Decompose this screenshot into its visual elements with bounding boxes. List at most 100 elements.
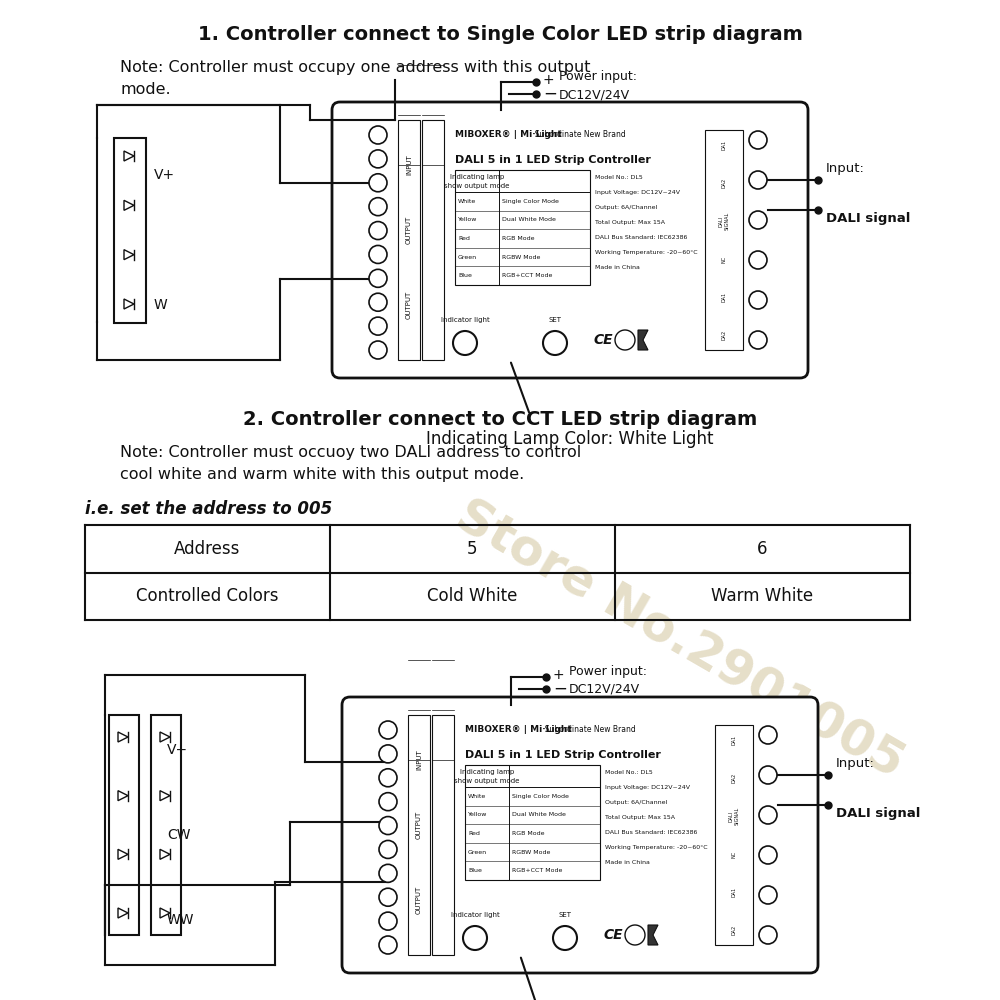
Text: Model No.: DL5: Model No.: DL5: [595, 175, 643, 180]
Text: DALI 5 in 1 LED Strip Controller: DALI 5 in 1 LED Strip Controller: [465, 750, 661, 760]
Text: Indicating lamp: Indicating lamp: [460, 769, 514, 775]
Text: Single Color Mode: Single Color Mode: [502, 199, 559, 204]
Text: i.e. set the address to 005: i.e. set the address to 005: [85, 500, 332, 518]
Bar: [114, 137, 146, 322]
Polygon shape: [118, 849, 128, 859]
Circle shape: [379, 912, 397, 930]
Circle shape: [553, 926, 577, 950]
Text: WW: WW: [167, 913, 194, 927]
Circle shape: [759, 766, 777, 784]
Bar: [398, 120, 420, 360]
Text: Model No.: DL5: Model No.: DL5: [605, 770, 653, 775]
Text: Note: Controller must occupy one address with this output: Note: Controller must occupy one address…: [120, 60, 590, 75]
Text: DA1: DA1: [732, 887, 736, 897]
Circle shape: [369, 245, 387, 263]
Text: Subordinate New Brand: Subordinate New Brand: [530, 130, 626, 139]
Circle shape: [369, 222, 387, 240]
Text: DALI Bus Standard: IEC62386: DALI Bus Standard: IEC62386: [595, 235, 687, 240]
Text: Blue: Blue: [468, 868, 482, 873]
Text: Yellow: Yellow: [458, 217, 477, 222]
Polygon shape: [648, 925, 658, 945]
Text: Working Temperature: -20~60°C: Working Temperature: -20~60°C: [605, 845, 708, 850]
Circle shape: [749, 291, 767, 309]
Text: Made in China: Made in China: [595, 265, 640, 270]
Text: V+: V+: [167, 743, 188, 757]
Circle shape: [759, 806, 777, 824]
Text: RGB+CCT Mode: RGB+CCT Mode: [512, 868, 562, 873]
Circle shape: [379, 769, 397, 787]
FancyBboxPatch shape: [332, 102, 808, 378]
Circle shape: [379, 817, 397, 835]
Polygon shape: [118, 732, 128, 742]
Text: −: −: [543, 85, 557, 103]
Text: DA2: DA2: [732, 925, 736, 935]
Text: Note: Controller must occuoy two DALI address to control: Note: Controller must occuoy two DALI ad…: [120, 445, 581, 460]
Circle shape: [759, 926, 777, 944]
Circle shape: [759, 726, 777, 744]
Text: 6: 6: [757, 540, 768, 558]
Text: show output mode: show output mode: [444, 183, 510, 189]
Text: 1. Controller connect to Single Color LED strip diagram: 1. Controller connect to Single Color LE…: [198, 25, 802, 44]
Text: Warm White: Warm White: [711, 587, 814, 605]
Bar: [109, 715, 139, 935]
Circle shape: [369, 174, 387, 192]
Polygon shape: [160, 849, 170, 859]
FancyBboxPatch shape: [342, 697, 818, 973]
Text: Dual White Mode: Dual White Mode: [512, 812, 566, 817]
Circle shape: [749, 171, 767, 189]
Polygon shape: [124, 200, 134, 210]
Text: 2. Controller connect to CCT LED strip diagram: 2. Controller connect to CCT LED strip d…: [243, 410, 757, 429]
Text: mode.: mode.: [120, 82, 171, 97]
Text: Controlled Colors: Controlled Colors: [136, 587, 279, 605]
Bar: [705, 130, 743, 350]
Text: DA1: DA1: [722, 292, 726, 302]
Text: Input Voltage: DC12V~24V: Input Voltage: DC12V~24V: [605, 785, 690, 790]
Circle shape: [379, 745, 397, 763]
Text: Red: Red: [468, 831, 480, 836]
Polygon shape: [124, 299, 134, 309]
Circle shape: [369, 317, 387, 335]
Circle shape: [369, 150, 387, 168]
Circle shape: [369, 198, 387, 216]
Polygon shape: [160, 732, 170, 742]
Text: NC: NC: [722, 255, 726, 263]
Text: Subordinate New Brand: Subordinate New Brand: [540, 725, 636, 734]
Text: OUTPUT: OUTPUT: [416, 886, 422, 914]
Text: NC: NC: [732, 850, 736, 858]
Circle shape: [615, 330, 635, 350]
Circle shape: [369, 341, 387, 359]
Text: Input:: Input:: [836, 757, 875, 770]
Text: Store No.2901005: Store No.2901005: [448, 492, 912, 788]
Polygon shape: [638, 330, 648, 350]
Text: Power input:: Power input:: [559, 70, 637, 83]
Text: Blue: Blue: [458, 273, 472, 278]
Circle shape: [369, 126, 387, 144]
Circle shape: [379, 888, 397, 906]
Text: White: White: [458, 199, 476, 204]
Text: DA2: DA2: [722, 330, 726, 340]
Text: DALI signal: DALI signal: [836, 807, 920, 820]
Text: show output mode: show output mode: [454, 778, 520, 784]
Text: RGBW Mode: RGBW Mode: [512, 850, 550, 855]
Text: Total Output: Max 15A: Total Output: Max 15A: [605, 815, 675, 820]
Text: +: +: [543, 73, 555, 87]
Text: Power input:: Power input:: [569, 665, 647, 678]
Circle shape: [543, 331, 567, 355]
Text: Output: 6A/Channel: Output: 6A/Channel: [605, 800, 667, 805]
Text: Cold White: Cold White: [427, 587, 518, 605]
Bar: [408, 715, 430, 955]
Text: Working Temperature: -20~60°C: Working Temperature: -20~60°C: [595, 250, 698, 255]
Text: RGB Mode: RGB Mode: [502, 236, 534, 241]
Bar: [432, 715, 454, 955]
Text: Indicating Lamp Color: White Light: Indicating Lamp Color: White Light: [426, 430, 714, 448]
Text: INPUT: INPUT: [416, 750, 422, 770]
Polygon shape: [118, 791, 128, 801]
Text: Output: 6A/Channel: Output: 6A/Channel: [595, 205, 657, 210]
Text: White: White: [468, 794, 486, 799]
Text: DALI signal: DALI signal: [826, 212, 910, 225]
Circle shape: [369, 293, 387, 311]
Text: DALI
SIGNAL: DALI SIGNAL: [729, 807, 739, 825]
Text: DA1: DA1: [732, 735, 736, 745]
Text: RGB+CCT Mode: RGB+CCT Mode: [502, 273, 552, 278]
Circle shape: [759, 886, 777, 904]
